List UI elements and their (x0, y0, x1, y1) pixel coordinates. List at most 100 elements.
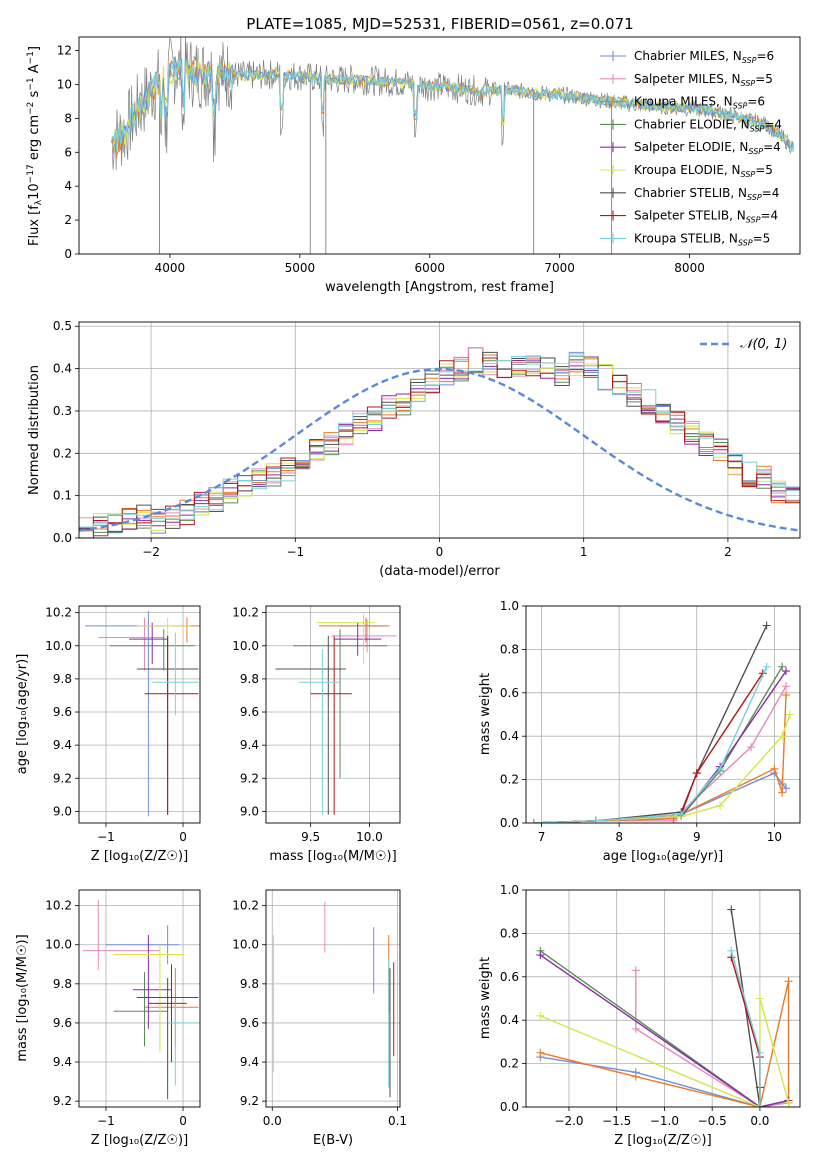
legend-model-name: Kroupa MILES, N (634, 95, 733, 109)
y-tick-label: 10.2 (45, 899, 72, 913)
x-tick-label: 5000 (285, 261, 316, 275)
x-tick-label: 10 (767, 830, 782, 844)
y-tick-label: 9.2 (53, 1094, 72, 1108)
y-tick-label: 0.8 (500, 926, 519, 940)
y-tick-label: 10.2 (45, 606, 72, 620)
y-axis-label: Flux [fλ10−17 erg cm−2 s−1 A−1] (26, 46, 44, 246)
legend-count: =6 (747, 95, 765, 109)
weight-age-marker (770, 764, 779, 773)
y-tick-label: 10 (57, 77, 72, 91)
y-axis-label-part: −17 (26, 164, 36, 183)
age-vs-mass-plot: 9.5 10.0 9.0 9.2 9.4 9.6 9.8 10.0 10.2 mass [log₁… (232, 605, 401, 864)
legend-count: =5 (755, 163, 773, 177)
y-tick-label: 0.8 (500, 642, 519, 656)
x-tick-label: −1 (97, 830, 115, 844)
y-axis-label-part: 10 (27, 183, 42, 200)
axes-frame (265, 889, 401, 1108)
y-tick-label: 0.5 (53, 319, 72, 333)
x-axis-label: age [log₁₀(age/yr)] (603, 849, 724, 864)
y-tick-label: 0.6 (500, 970, 519, 984)
plot-area (111, 37, 794, 254)
y-axis-label-part: erg cm (27, 115, 42, 164)
weight-age-marker (529, 819, 538, 823)
x-tick-label: 0 (179, 1114, 187, 1128)
y-tick-label: 10.2 (232, 606, 259, 620)
y-tick-label: 0.4 (53, 362, 72, 376)
legend-model-name: Kroupa STELIB, N (634, 231, 738, 245)
plot-area (85, 610, 200, 817)
x-tick-label: 9.5 (301, 830, 320, 844)
y-tick-label: 9.4 (240, 1055, 259, 1069)
legend-label: Kroupa STELIB, NSSP=5 (634, 231, 770, 247)
y-tick-label: 10.0 (45, 938, 72, 952)
legend-subscript: SSP (748, 147, 763, 156)
weight-age-series (533, 666, 768, 823)
legend-label: Chabrier MILES, NSSP=6 (634, 49, 774, 65)
y-tick-label: 1.0 (500, 599, 519, 613)
x-axis-label: Z [log₁₀(Z/Z☉)] (91, 849, 188, 864)
y-axis-label-part: A (27, 64, 42, 77)
y-tick-label: 0.4 (500, 729, 519, 743)
axes-frame (525, 889, 801, 1108)
y-tick-label: 9.8 (53, 672, 72, 686)
y-axis-label-part: −1 (26, 51, 36, 64)
weight-age-marker (778, 732, 787, 741)
x-tick-label: −1.5 (602, 1114, 631, 1128)
legend-count: =4 (763, 140, 781, 154)
axes-frame (78, 605, 201, 824)
x-axis-label: wavelength [Angstrom, rest frame] (325, 280, 554, 295)
model-spectrum-line (112, 56, 794, 152)
legend-subscript: SSP (733, 102, 748, 111)
legend-label: Salpeter ELODIE, NSSP=4 (634, 140, 781, 156)
y-tick-label: 0.2 (53, 446, 72, 460)
weight-z-marker (755, 1048, 764, 1057)
y-tick-label: 9.4 (240, 738, 259, 752)
weight-z-marker (631, 1072, 640, 1081)
legend-count: =4 (760, 209, 778, 223)
y-tick-label: 9.2 (240, 1094, 259, 1108)
x-tick-label: 0.0 (263, 1114, 282, 1128)
y-tick-label: 9.2 (53, 771, 72, 785)
y-tick-label: 9.6 (240, 1016, 259, 1030)
weight-z-marker (755, 994, 764, 1003)
legend-count: =5 (755, 72, 773, 86)
legend-subscript: SSP (746, 216, 761, 225)
y-axis-label-part: Flux [f (27, 205, 42, 246)
x-axis-label: E(B-V) (313, 1133, 353, 1148)
y-tick-label: 9.4 (53, 738, 72, 752)
legend-subscript: SSP (742, 56, 757, 65)
weight-age-marker (782, 690, 791, 699)
weight-age-marker (782, 682, 791, 691)
weight-vs-age-plot: 7 8 9 10 0.0 0.2 0.4 0.6 0.8 1.0 age [log₁₀(age/yr… (478, 599, 801, 864)
axes-frame (78, 321, 801, 539)
x-axis-label: Z [log₁₀(Z/Z☉)] (91, 1133, 188, 1148)
x-axis-label: mass [log₁₀(M/M☉)] (269, 849, 396, 864)
x-tick-label: 0.0 (750, 1114, 769, 1128)
weight-age-series (533, 672, 764, 823)
y-tick-label: 6 (64, 145, 72, 159)
y-tick-label: 0.3 (53, 404, 72, 418)
y-tick-label: 0.0 (500, 816, 519, 830)
legend-subscript: SSP (741, 79, 756, 88)
plot-area (275, 614, 397, 815)
legend-label: Salpeter STELIB, NSSP=4 (634, 209, 778, 225)
y-tick-label: 1.0 (500, 883, 519, 897)
weight-z-marker (536, 1011, 545, 1020)
legend-count: =6 (756, 49, 774, 63)
y-axis-label-part: ] (27, 46, 42, 51)
x-tick-label: 9 (693, 830, 701, 844)
x-tick-label: 8000 (674, 261, 705, 275)
y-axis-label: age [log₁₀(age/yr)] (15, 654, 30, 775)
axes-frame (78, 36, 801, 255)
y-tick-label: 9.0 (53, 804, 72, 818)
x-tick-label: −1 (97, 1114, 115, 1128)
legend-model-name: Chabrier STELIB, N (634, 186, 747, 200)
legend-model-name: Salpeter STELIB, N (634, 209, 746, 223)
x-tick-label: 0 (179, 830, 187, 844)
legend-model-name: Chabrier MILES, N (634, 49, 742, 63)
residual-legend-label: 𝒩(0, 1) (740, 337, 787, 352)
x-tick-label: −1 (286, 545, 304, 559)
plot-area (536, 905, 793, 1107)
age-vs-metallicity-plot: −1 0 9.0 9.2 9.4 9.6 9.8 10.0 10.2 Z [log₁₀(Z/Z☉)… (15, 605, 201, 864)
